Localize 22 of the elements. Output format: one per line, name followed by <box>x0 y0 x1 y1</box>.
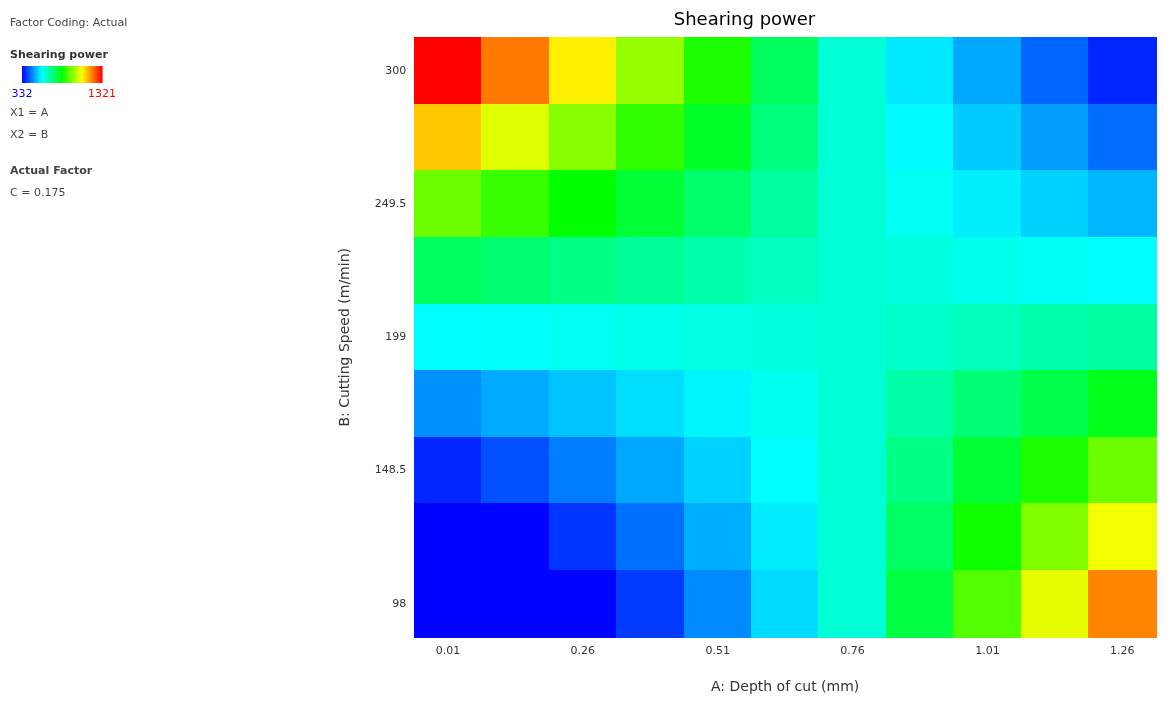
y-tick-label: 199 <box>385 330 407 344</box>
color-bar-title: Shearing power <box>10 48 108 61</box>
chart-title: Shearing power <box>673 8 816 30</box>
x-axis-title: A: Depth of cut (mm) <box>711 678 860 695</box>
y-tick-label: 300 <box>385 63 407 77</box>
y-axis-title: B: Cutting Speed (m/min) <box>336 248 353 427</box>
text: Actual Factor <box>10 163 93 179</box>
x-tick-label: 0.51 <box>705 644 730 658</box>
y-tick-label: 249.5 <box>374 196 407 210</box>
y-tick-label: 148.5 <box>374 463 407 477</box>
x-tick-label: 1.01 <box>975 644 1000 658</box>
color-bar-label: 332 <box>11 87 33 101</box>
y-tick-label: 98 <box>392 596 407 610</box>
x-tick-label: 0.26 <box>570 644 596 658</box>
color-bar-label: 1321 <box>88 87 116 101</box>
text: X2 = B <box>10 127 50 143</box>
x-tick-label: 0.01 <box>435 644 461 658</box>
text: X1 = A <box>10 105 50 121</box>
x-tick-label: 0.76 <box>840 644 865 658</box>
x-tick-label: 1.26 <box>1110 644 1135 658</box>
text: C = 0.175 <box>10 185 67 201</box>
text: Factor Coding: Actual <box>10 15 128 31</box>
